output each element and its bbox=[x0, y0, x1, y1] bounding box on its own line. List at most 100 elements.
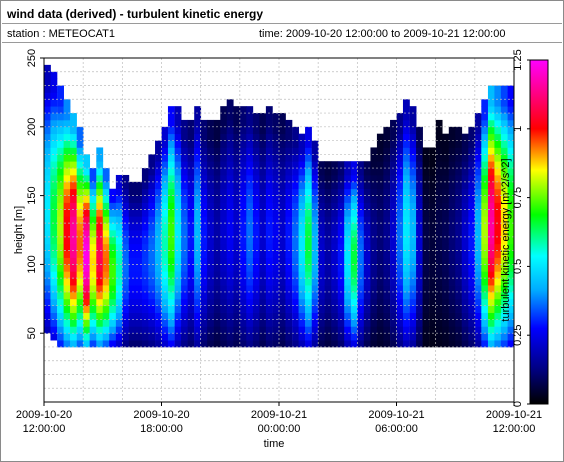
heatmap-cell bbox=[305, 174, 312, 183]
heatmap-cell bbox=[507, 278, 515, 286]
heatmap-cell bbox=[331, 236, 339, 245]
heatmap-cell bbox=[370, 305, 378, 313]
heatmap-cell bbox=[155, 209, 162, 217]
heatmap-cell bbox=[155, 154, 162, 162]
heatmap-cell bbox=[416, 216, 423, 224]
heatmap-cell bbox=[350, 298, 358, 307]
heatmap-cell bbox=[305, 319, 312, 327]
heatmap-cell bbox=[148, 236, 156, 245]
heatmap-cell bbox=[174, 147, 182, 155]
heatmap-cell bbox=[226, 264, 234, 272]
heatmap-cell bbox=[226, 243, 234, 252]
heatmap-cell bbox=[259, 257, 267, 265]
heatmap-cell bbox=[285, 278, 293, 286]
heatmap-cell bbox=[357, 291, 365, 300]
heatmap-cell bbox=[435, 312, 443, 320]
heatmap-cell bbox=[429, 168, 437, 176]
heatmap-cell bbox=[507, 113, 515, 121]
heatmap-cell bbox=[396, 264, 404, 272]
heatmap-cell bbox=[174, 271, 182, 279]
heatmap-cell bbox=[76, 264, 84, 272]
heatmap-cell bbox=[318, 319, 326, 327]
heatmap-cell bbox=[481, 99, 489, 107]
heatmap-cell bbox=[207, 312, 214, 320]
heatmap-cell bbox=[435, 188, 443, 196]
heatmap-cell bbox=[474, 188, 482, 196]
heatmap-cell bbox=[390, 257, 397, 265]
heatmap-cell bbox=[50, 236, 58, 245]
heatmap-cell bbox=[481, 271, 489, 279]
heatmap-cell bbox=[226, 298, 234, 307]
heatmap-cell bbox=[83, 202, 91, 210]
heatmap-cell bbox=[239, 181, 247, 190]
heatmap-cell bbox=[298, 312, 306, 320]
heatmap-cell bbox=[96, 161, 104, 169]
heatmap-cell bbox=[174, 209, 182, 217]
heatmap-cell bbox=[187, 161, 195, 169]
heatmap-cell bbox=[390, 168, 397, 176]
heatmap-cell bbox=[76, 257, 84, 265]
heatmap-cell bbox=[481, 209, 489, 217]
heatmap-cell bbox=[155, 264, 162, 272]
heatmap-cell bbox=[474, 181, 482, 190]
heatmap-cell bbox=[83, 209, 91, 217]
heatmap-cell bbox=[122, 216, 130, 224]
heatmap-cell bbox=[507, 291, 515, 300]
heatmap-cell bbox=[396, 209, 404, 217]
heatmap-cell bbox=[285, 271, 293, 279]
heatmap-cell bbox=[44, 319, 51, 327]
heatmap-cell bbox=[122, 202, 130, 210]
heatmap-cell bbox=[213, 271, 221, 279]
heatmap-cell bbox=[96, 154, 104, 162]
heatmap-cell bbox=[311, 147, 319, 155]
heatmap-cell bbox=[128, 181, 136, 190]
heatmap-cell bbox=[207, 333, 214, 341]
heatmap-cell bbox=[102, 250, 110, 258]
heatmap-cell bbox=[344, 291, 352, 300]
heatmap-cell bbox=[102, 209, 110, 217]
heatmap-cell bbox=[298, 181, 306, 190]
heatmap-cell bbox=[422, 340, 430, 348]
heatmap-cell bbox=[383, 326, 391, 334]
heatmap-cell bbox=[194, 278, 202, 286]
heatmap-cell bbox=[298, 305, 306, 313]
heatmap-cell bbox=[507, 223, 515, 231]
heatmap-cell bbox=[50, 257, 58, 265]
heatmap-cell bbox=[200, 271, 208, 279]
heatmap-cell bbox=[63, 119, 71, 128]
heatmap-cell bbox=[148, 305, 156, 313]
heatmap-cell bbox=[357, 340, 365, 348]
heatmap-cell bbox=[279, 319, 286, 327]
heatmap-cell bbox=[474, 209, 482, 217]
heatmap-cell bbox=[383, 333, 391, 341]
heatmap-cell bbox=[135, 223, 143, 231]
heatmap-cell bbox=[363, 298, 371, 307]
heatmap-cell bbox=[422, 174, 430, 183]
heatmap-cell bbox=[252, 202, 260, 210]
heatmap-cell bbox=[396, 181, 404, 190]
heatmap-cell bbox=[187, 119, 195, 128]
heatmap-cell bbox=[344, 257, 352, 265]
heatmap-cell bbox=[363, 202, 371, 210]
heatmap-cell bbox=[500, 243, 508, 252]
heatmap-cell bbox=[246, 161, 254, 169]
heatmap-cell bbox=[376, 209, 384, 217]
heatmap-cell bbox=[331, 250, 339, 258]
heatmap-cell bbox=[239, 271, 247, 279]
heatmap-cell bbox=[89, 202, 97, 210]
heatmap-cell bbox=[500, 216, 508, 224]
heatmap-cell bbox=[226, 195, 234, 203]
heatmap-cell bbox=[115, 243, 123, 252]
heatmap-cell bbox=[200, 250, 208, 258]
heatmap-cell bbox=[442, 209, 449, 217]
heatmap-cell bbox=[337, 188, 345, 196]
heatmap-cell bbox=[187, 174, 195, 183]
heatmap-cell bbox=[161, 216, 169, 224]
heatmap-cell bbox=[272, 305, 280, 313]
heatmap-cell bbox=[63, 319, 71, 327]
heatmap-cell bbox=[83, 333, 91, 341]
heatmap-cell bbox=[455, 126, 463, 135]
heatmap-cell bbox=[474, 250, 482, 258]
heatmap-cell bbox=[89, 250, 97, 258]
heatmap-cell bbox=[252, 230, 260, 238]
